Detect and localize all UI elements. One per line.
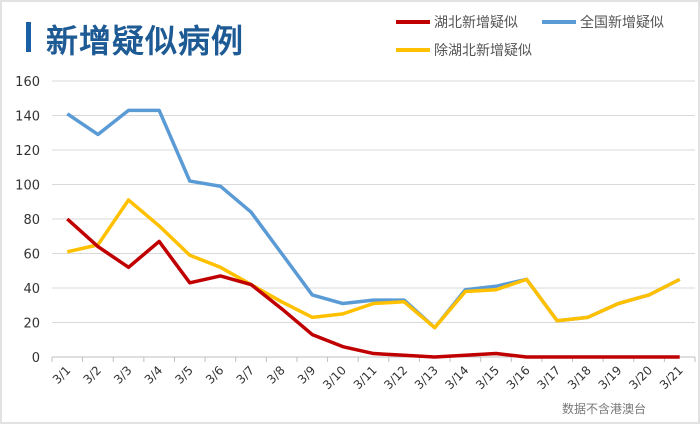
legend-label: 除湖北新增疑似 xyxy=(434,43,532,59)
y-tick-label: 20 xyxy=(23,317,40,332)
y-tick-label: 100 xyxy=(15,179,40,194)
x-tick-label: 3/4 xyxy=(142,363,166,387)
x-tick-label: 3/13 xyxy=(412,363,441,392)
x-tick-label: 3/21 xyxy=(657,363,686,392)
y-tick-label: 80 xyxy=(23,213,40,228)
x-tick-label: 3/6 xyxy=(203,363,227,387)
y-tick-label: 140 xyxy=(15,110,40,125)
y-tick-label: 0 xyxy=(32,351,40,366)
x-tick-label: 3/12 xyxy=(381,363,410,392)
y-tick-label: 40 xyxy=(23,282,40,297)
chart-title: 新增疑似病例 xyxy=(46,22,245,60)
x-tick-label: 3/7 xyxy=(234,363,258,387)
y-tick-label: 120 xyxy=(15,144,40,159)
legend-swatch xyxy=(396,20,430,24)
x-tick-label: 3/8 xyxy=(264,363,288,387)
x-tick-label: 3/16 xyxy=(504,363,533,392)
legend-item-national: 全国新增疑似 xyxy=(542,12,664,32)
legend-label: 湖北新增疑似 xyxy=(434,15,518,31)
legend-swatch xyxy=(396,48,430,52)
legend-label: 全国新增疑似 xyxy=(580,15,664,31)
y-tick-label: 160 xyxy=(15,75,40,90)
x-tick-label: 3/17 xyxy=(534,363,563,392)
x-tick-label: 3/5 xyxy=(172,363,196,387)
y-tick-label: 60 xyxy=(23,248,40,263)
x-tick-label: 3/9 xyxy=(295,363,319,387)
x-tick-label: 3/19 xyxy=(596,363,625,392)
x-tick-label: 3/20 xyxy=(626,363,655,392)
legend-swatch xyxy=(542,20,576,24)
legend-item-hubei: 湖北新增疑似 xyxy=(396,12,518,32)
x-tick-label: 3/1 xyxy=(50,363,74,387)
title-accent-bar xyxy=(26,22,31,52)
legend-item-non-hubei: 除湖北新增疑似 xyxy=(396,40,532,60)
x-tick-label: 3/14 xyxy=(443,363,472,392)
data-note: 数据不含港澳台 xyxy=(562,402,647,416)
x-tick-label: 3/11 xyxy=(351,363,380,392)
x-tick-label: 3/2 xyxy=(80,363,104,387)
x-tick-label: 3/3 xyxy=(111,363,135,387)
x-tick-label: 3/18 xyxy=(565,363,594,392)
x-tick-label: 3/10 xyxy=(320,363,349,392)
x-tick-label: 3/15 xyxy=(473,363,502,392)
